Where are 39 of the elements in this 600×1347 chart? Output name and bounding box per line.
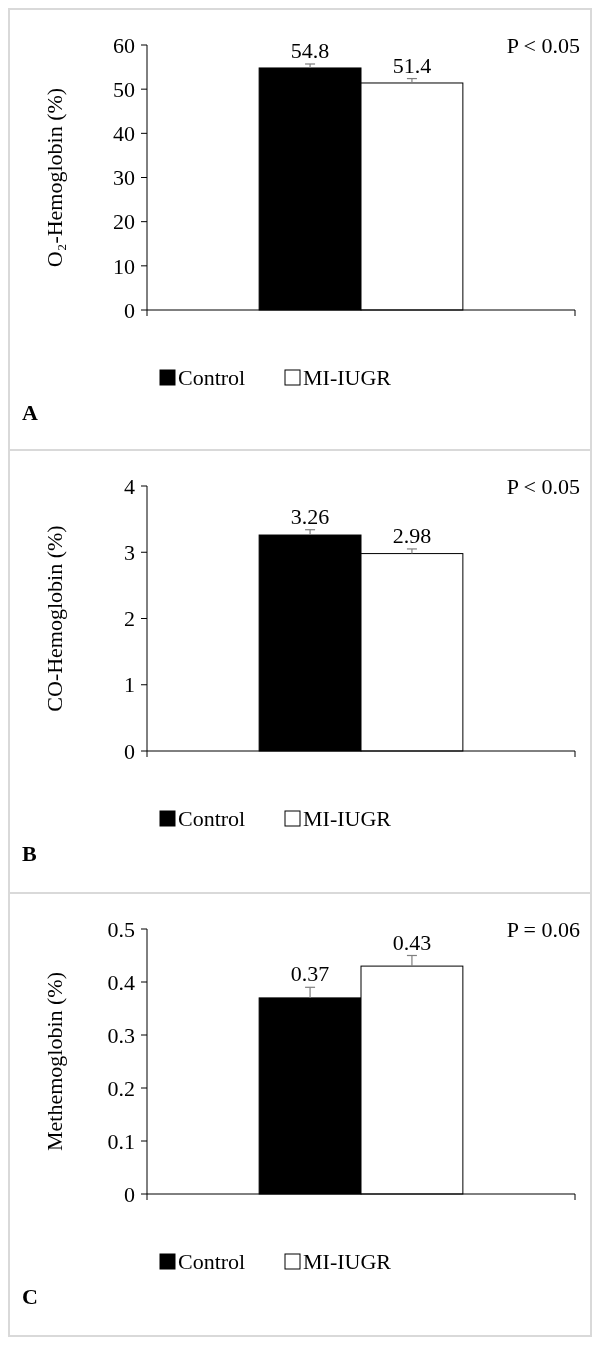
y-tick-label: 0 [124, 297, 135, 323]
y-tick-label: 0.4 [107, 969, 135, 995]
y-tick-label: 10 [113, 253, 135, 279]
y-tick-label: 0.5 [107, 916, 135, 942]
data-label: 0.43 [392, 929, 432, 955]
annotation: P < 0.05 [506, 33, 580, 58]
y-tick-label: 20 [113, 209, 135, 235]
legend-label: MI-IUGR [303, 806, 392, 831]
y-tick-label: 0 [124, 738, 135, 764]
annotation: P = 0.06 [506, 917, 580, 942]
text: B [22, 841, 37, 866]
y-axis-title: O₂-Hemoglobin (%) [42, 87, 67, 268]
y-axis-title: Methemoglobin (%) [42, 971, 67, 1152]
legend-label: MI-IUGR [303, 1249, 392, 1274]
legend-label: Control [178, 806, 246, 831]
y-tick-label: 4 [124, 473, 135, 499]
data-label: 2.98 [392, 522, 432, 548]
legend-label: Control [178, 1249, 246, 1274]
y-tick-label: 60 [113, 32, 135, 58]
y-tick-label: 0.2 [107, 1075, 135, 1101]
data-label: 54.8 [290, 37, 330, 63]
y-tick-label: 30 [113, 165, 135, 191]
legend-label: Control [178, 365, 246, 390]
y-tick-label: 50 [113, 76, 135, 102]
y-axis-title: CO-Hemoglobin (%) [42, 525, 67, 712]
y-tick-label: 0.1 [107, 1128, 135, 1154]
y-tick-label: 3 [124, 539, 135, 565]
annotation: P < 0.05 [506, 474, 580, 499]
y-tick-label: 0.3 [107, 1022, 135, 1048]
data-label: 0.37 [290, 961, 330, 987]
y-tick-label: 0 [124, 1181, 135, 1207]
y-tick-label: 2 [124, 606, 135, 632]
text: C [22, 1284, 38, 1309]
legend-label: MI-IUGR [303, 365, 392, 390]
text: A [22, 400, 38, 425]
y-tick-label: 1 [124, 672, 135, 698]
data-label: 3.26 [290, 503, 330, 529]
data-label: 51.4 [392, 52, 432, 78]
y-tick-label: 40 [113, 121, 135, 147]
